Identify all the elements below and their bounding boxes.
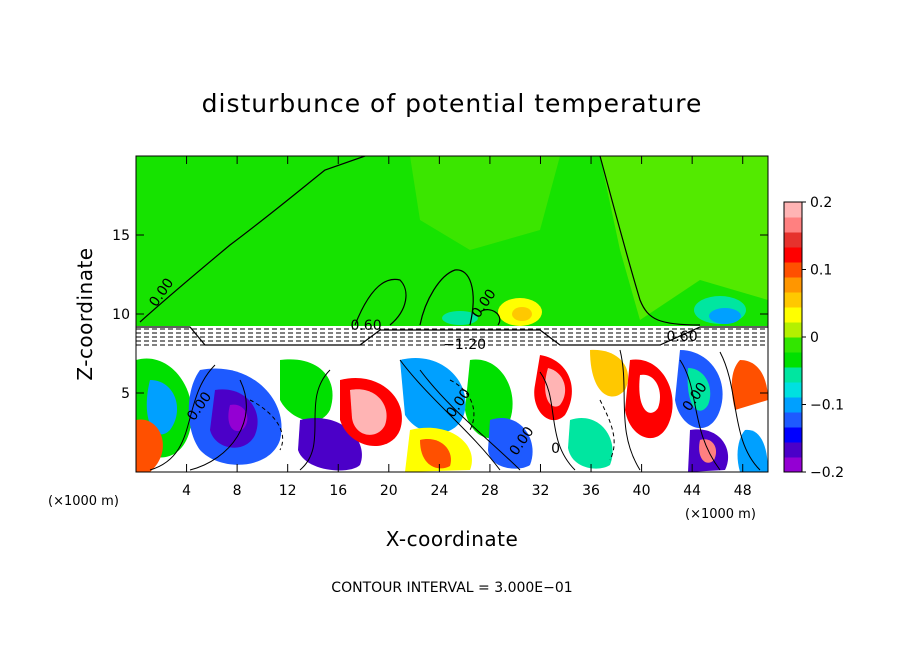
x-tick-label: 36	[582, 483, 600, 499]
colorbar-swatch	[784, 322, 802, 338]
upper-contours	[139, 156, 701, 326]
colorbar-swatch	[784, 382, 802, 398]
colorbar-tick-label: 0	[810, 330, 819, 346]
upper-light-patch	[600, 156, 768, 320]
colorbar-swatch	[784, 352, 802, 368]
y-axis: 5 10 15	[112, 228, 768, 402]
y-tick-label: 5	[121, 386, 130, 402]
colorbar-tick-label: 0.1	[810, 263, 832, 279]
colorbar-swatch	[784, 337, 802, 353]
colorbar-tick-label: −0.2	[810, 465, 844, 481]
colorbar-swatch	[784, 247, 802, 263]
x-axis-label: X-coordinate	[386, 527, 519, 551]
contour-interval-note: CONTOUR INTERVAL = 3.000E−01	[331, 580, 572, 596]
plot-area	[136, 156, 768, 472]
colorbar-swatch	[784, 262, 802, 278]
tropopause-solid	[136, 326, 768, 346]
colorbar-swatch	[784, 202, 802, 218]
tropopause-contours	[136, 328, 768, 346]
colorbar-swatch	[784, 427, 802, 443]
x-tick-label: 32	[532, 483, 550, 499]
x-tick-label: 44	[683, 483, 701, 499]
contour-label: 0	[551, 441, 560, 457]
cyan-blob-2	[442, 311, 478, 325]
x-unit-right: (×1000 m)	[685, 507, 756, 522]
contour-label: 0.60	[666, 329, 697, 345]
colorbar-swatch	[784, 457, 802, 473]
contour-label: 0.60	[350, 318, 381, 334]
x-tick-label: 40	[633, 483, 651, 499]
colorbar-swatch	[784, 307, 802, 323]
x-tick-label: 12	[279, 483, 297, 499]
yellow-blob-core	[512, 307, 532, 321]
colorbar-swatch	[784, 292, 802, 308]
x-tick-label: 20	[380, 483, 398, 499]
y-tick-label: 15	[112, 228, 130, 244]
x-tick-label: 4	[182, 483, 191, 499]
upper-light-patch-2	[410, 156, 560, 250]
colorbar-swatch	[784, 217, 802, 233]
y-tick-label: 10	[112, 307, 130, 323]
lower-contours	[149, 349, 761, 471]
x-tick-label: 16	[329, 483, 347, 499]
x-tick-label: 28	[481, 483, 499, 499]
colorbar-swatch	[784, 277, 802, 293]
colorbar-swatch	[784, 367, 802, 383]
contour-label: −1.20	[443, 337, 486, 353]
chart-title: disturbunce of potential temperature	[202, 89, 703, 118]
colorbar: 0.2 0.1 0 −0.1 −0.2	[783, 195, 844, 481]
x-axis: 4 8 12 16 20 24 28 32 36 40 44 48	[182, 156, 752, 499]
blue-blob	[709, 308, 741, 324]
colorbar-tick-label: 0.2	[810, 195, 832, 211]
colorbar-tick-label: −0.1	[810, 398, 844, 414]
colorbar-swatch	[784, 397, 802, 413]
x-tick-label: 48	[734, 483, 752, 499]
colorbar-swatch	[784, 232, 802, 248]
colorbar-swatch	[784, 412, 802, 428]
x-unit-left: (×1000 m)	[48, 494, 119, 509]
x-tick-label: 8	[233, 483, 242, 499]
y-axis-label: Z-coordinate	[73, 247, 97, 380]
x-tick-label: 24	[430, 483, 448, 499]
colorbar-swatch	[784, 442, 802, 458]
